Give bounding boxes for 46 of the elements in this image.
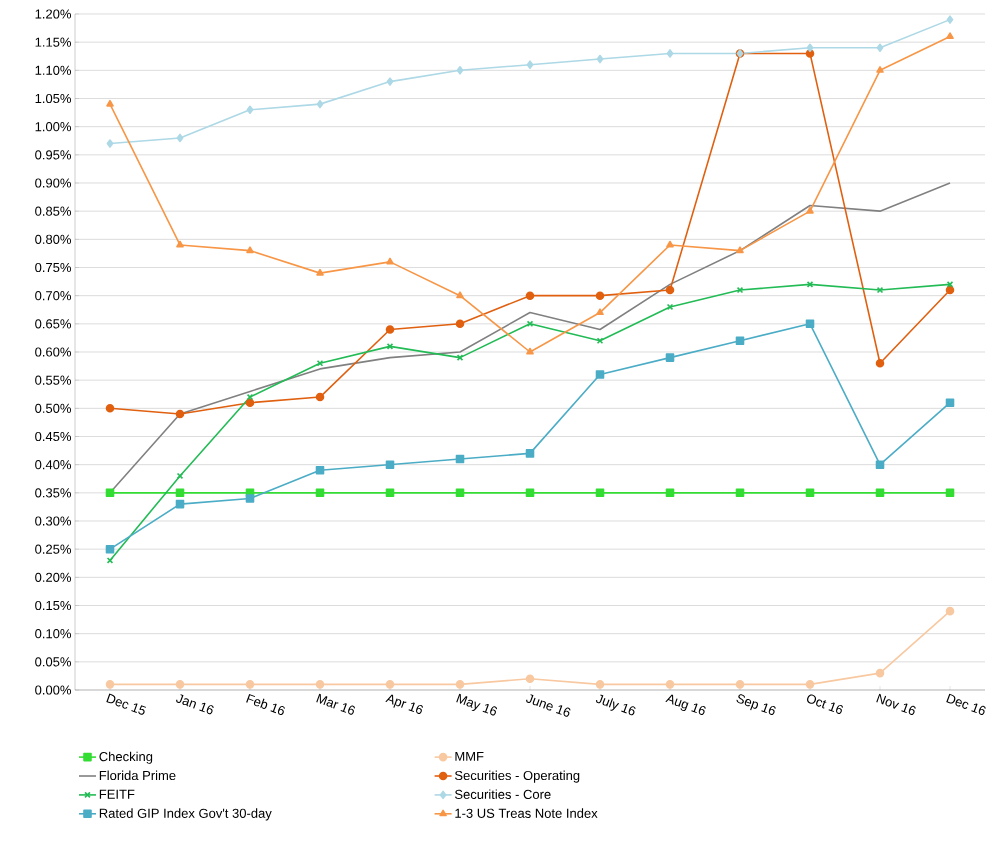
- y-tick-label: 0.80%: [35, 234, 72, 244]
- x-tick-label: Sep 16: [736, 694, 776, 715]
- x-tick-label: Oct 16: [807, 694, 843, 714]
- y-tick-label: 0.30%: [35, 516, 72, 526]
- y-tick-label: 1.10%: [35, 65, 72, 75]
- y-tick-label: 0.95%: [35, 150, 72, 160]
- y-tick-label: 0.90%: [35, 178, 72, 188]
- y-tick-label: 0.10%: [35, 629, 72, 639]
- y-tick-label: 1.20%: [35, 9, 72, 19]
- x-tick-label: Dec 16: [946, 693, 986, 715]
- x-tick-label: Dec 15: [106, 693, 147, 715]
- x-tick-label: Feb 16: [246, 693, 285, 715]
- legend-label: 1-3 US Treas Note Index: [455, 808, 598, 818]
- legend-label: Securities - Core: [454, 789, 551, 799]
- y-tick-label: 0.40%: [35, 460, 72, 470]
- legend-label: FEITF: [99, 789, 135, 799]
- x-tick-label: Jan 16: [176, 694, 214, 715]
- x-tick-label: Nov 16: [876, 693, 916, 715]
- legend-label: Checking: [99, 751, 153, 764]
- x-tick-label: Apr 16: [385, 694, 423, 714]
- y-tick-label: 0.15%: [35, 600, 72, 611]
- y-tick-label: 0.85%: [35, 206, 72, 216]
- y-tick-label: 0.45%: [35, 431, 72, 442]
- y-tick-label: 0.20%: [35, 572, 72, 582]
- y-tick-label: 0.25%: [35, 544, 72, 554]
- y-tick-label: 0.35%: [35, 488, 72, 498]
- y-tick-label: 0.60%: [35, 347, 72, 357]
- y-tick-label: 0.05%: [35, 657, 72, 667]
- y-tick-label: 0.65%: [35, 319, 72, 329]
- x-tick-label: Mar 16: [316, 693, 355, 715]
- y-tick-label: 0.55%: [35, 375, 72, 385]
- x-tick-label: Aug 16: [665, 694, 706, 715]
- y-tick-label: 1.15%: [35, 37, 72, 47]
- y-tick-label: 0.75%: [35, 262, 72, 273]
- x-tick-label: June 16: [526, 694, 571, 717]
- legend-label: Rated GIP Index Gov't 30-day: [99, 808, 272, 821]
- y-tick-label: 1.00%: [35, 122, 72, 132]
- legend-label: MMF: [455, 751, 484, 761]
- x-tick-label: July 16: [596, 694, 636, 716]
- legend-label: Securities - Operating: [454, 770, 580, 783]
- y-tick-label: 1.05%: [35, 93, 72, 104]
- y-tick-label: 0.70%: [35, 291, 72, 301]
- y-tick-label: 0.50%: [35, 403, 72, 413]
- legend-label: Florida Prime: [99, 770, 176, 781]
- y-tick-label: 0.00%: [35, 685, 72, 695]
- x-tick-label: May 16: [456, 693, 498, 716]
